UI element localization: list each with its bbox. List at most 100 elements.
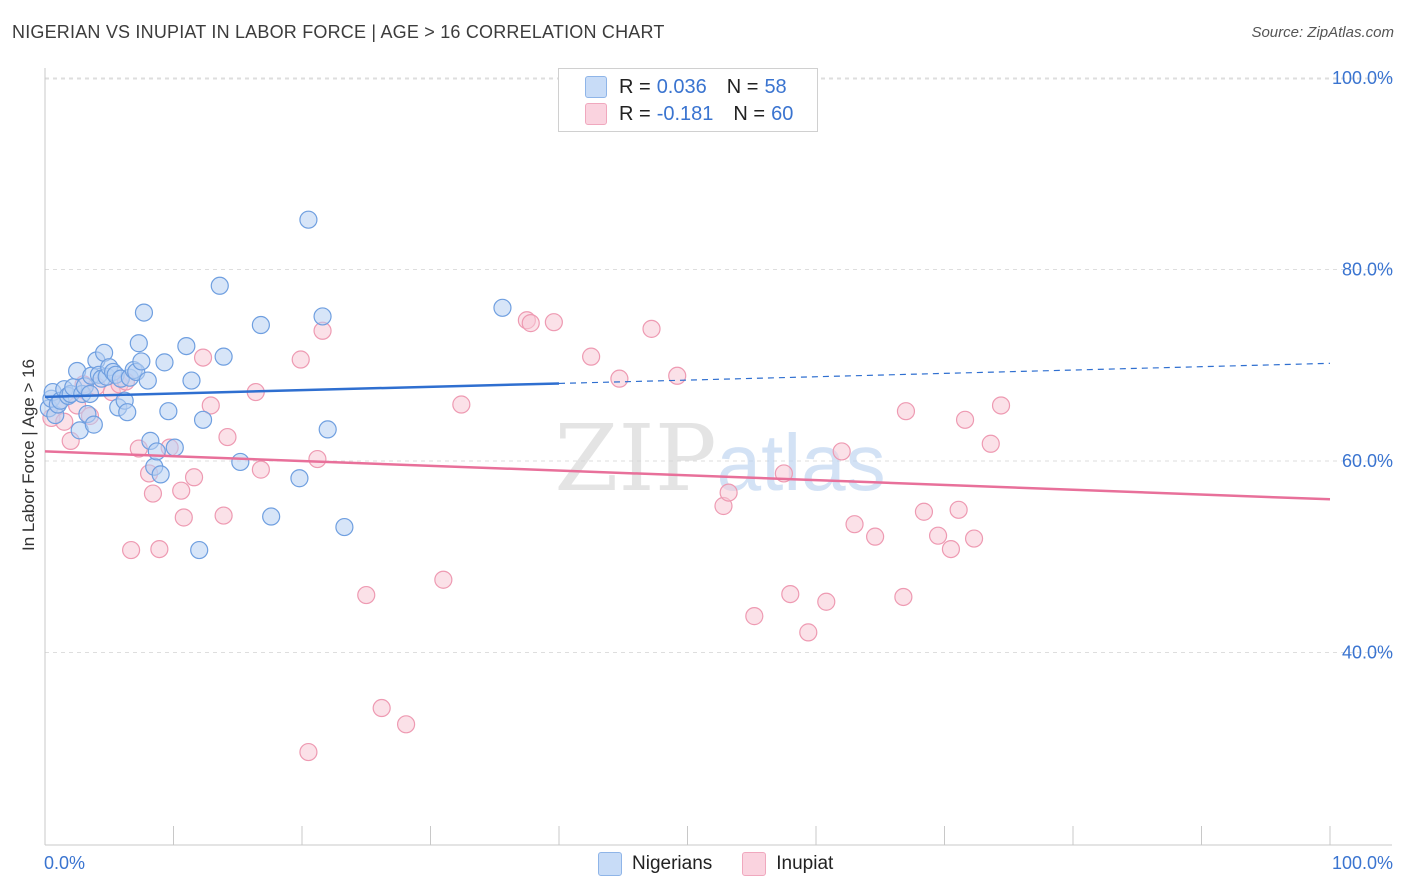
inupiat-point bbox=[172, 481, 191, 500]
inupiat-point bbox=[991, 396, 1011, 415]
inupiat-point bbox=[452, 395, 471, 414]
inupiat-point bbox=[291, 350, 310, 369]
nigerians-point bbox=[132, 352, 151, 371]
r-label: R = bbox=[619, 75, 651, 98]
inupiat-point bbox=[193, 348, 213, 367]
inupiat-point bbox=[218, 427, 237, 447]
inupiat-point bbox=[299, 742, 318, 762]
inupiat-point bbox=[949, 500, 968, 519]
axis-labels: 40.0% 60.0% 80.0% 100.0% 0.0% 100.0% bbox=[44, 68, 1393, 873]
inupiat-point bbox=[357, 585, 376, 605]
inupiat-point bbox=[832, 442, 851, 461]
axes bbox=[44, 68, 1392, 846]
nigerians-point bbox=[165, 438, 184, 457]
nigerians-point bbox=[177, 337, 196, 356]
nigerians-point bbox=[151, 465, 170, 484]
legend-label: Inupiat bbox=[776, 853, 834, 874]
nigerians-point bbox=[262, 507, 281, 526]
x-tick-label: 0.0% bbox=[44, 853, 85, 873]
nigerians-point bbox=[84, 415, 103, 434]
nigerians-point bbox=[251, 315, 270, 335]
r-value: -0.181 bbox=[656, 102, 714, 125]
legend-swatch-pink bbox=[742, 852, 767, 876]
nigerians-point bbox=[318, 420, 337, 439]
inupiat-point bbox=[955, 410, 975, 429]
chart-title: NIGERIAN VS INUPIAT IN LABOR FORCE | AGE… bbox=[12, 22, 665, 42]
inupiat-point bbox=[642, 319, 661, 338]
nigerians-point bbox=[313, 307, 332, 326]
nigerians-point bbox=[335, 517, 354, 537]
nigerians-point bbox=[138, 371, 157, 390]
inupiat-trend-line bbox=[44, 450, 1331, 501]
watermark: ZIPatlas bbox=[554, 405, 885, 512]
n-label: N = bbox=[733, 102, 766, 125]
legend-swatch-blue bbox=[598, 852, 622, 876]
trend-lines bbox=[44, 362, 1331, 501]
inupiat-point bbox=[201, 396, 220, 415]
legend-item-nigerians: Nigerians bbox=[598, 852, 712, 876]
y-tick-label: 100.0% bbox=[1332, 68, 1393, 88]
nigerians-point bbox=[210, 276, 229, 295]
inupiat-point bbox=[582, 347, 601, 366]
legend-item-inupiat: Inupiat bbox=[742, 852, 833, 876]
legend-swatch-pink bbox=[585, 103, 607, 125]
inupiat-point bbox=[121, 540, 141, 560]
nigerians-trend-extension bbox=[558, 362, 1331, 385]
r-value: 0.036 bbox=[656, 75, 707, 98]
nigerians-point bbox=[231, 452, 250, 472]
nigerians-point bbox=[159, 402, 178, 421]
nigerians-point bbox=[80, 384, 100, 404]
inupiat-point bbox=[866, 527, 885, 546]
inupiat-point bbox=[372, 698, 391, 718]
inupiat-point bbox=[396, 715, 416, 734]
inupiat-point bbox=[894, 587, 913, 607]
inupiat-point bbox=[521, 314, 540, 333]
source-label: Source: ZipAtlas.com bbox=[1251, 24, 1394, 41]
nigerians-point bbox=[129, 334, 148, 353]
inupiat-point bbox=[817, 592, 836, 611]
nigerians-point bbox=[155, 353, 174, 372]
inupiat-point bbox=[941, 539, 961, 559]
inupiat-point bbox=[150, 539, 169, 559]
nigerians-point bbox=[190, 540, 209, 560]
inupiat-point bbox=[251, 460, 270, 479]
inupiat-point bbox=[928, 526, 948, 545]
nigerians-point bbox=[214, 347, 233, 366]
inupiat-point bbox=[845, 515, 864, 534]
grid-lines bbox=[45, 77, 1392, 653]
inupiat-point bbox=[668, 366, 687, 385]
y-axis-label: In Labor Force | Age > 16 bbox=[19, 359, 38, 551]
inupiat-point bbox=[781, 584, 800, 604]
inupiat-point bbox=[964, 529, 984, 548]
y-tick-label: 60.0% bbox=[1342, 451, 1393, 471]
inupiat-point bbox=[214, 506, 233, 525]
inupiat-point bbox=[981, 434, 1000, 453]
inupiat-point bbox=[544, 313, 563, 332]
correlation-legend: R = 0.036 N = 58 R = -0.181 N = 60 bbox=[558, 68, 818, 132]
nigerians-point bbox=[493, 298, 512, 317]
inupiat-point bbox=[719, 483, 738, 502]
n-label: N = bbox=[726, 75, 759, 98]
inupiat-point bbox=[914, 502, 934, 521]
inupiat-point bbox=[799, 623, 818, 642]
inupiat-point bbox=[610, 369, 629, 388]
y-tick-label: 80.0% bbox=[1342, 260, 1393, 280]
y-tick-label: 40.0% bbox=[1342, 643, 1393, 663]
n-value: 58 bbox=[764, 75, 787, 98]
nigerians-point bbox=[182, 371, 201, 390]
inupiat-point bbox=[434, 570, 453, 589]
x-tick-label: 100.0% bbox=[1332, 853, 1393, 873]
inupiat-point bbox=[143, 484, 163, 503]
legend-row-inupiat: R = -0.181 N = 60 bbox=[585, 102, 793, 126]
data-points bbox=[39, 210, 1011, 762]
legend-label: Nigerians bbox=[632, 853, 713, 874]
nigerians-point bbox=[118, 403, 137, 422]
legend-row-nigerians: R = 0.036 N = 58 bbox=[585, 75, 787, 99]
nigerians-point bbox=[299, 210, 318, 229]
r-label: R = bbox=[619, 102, 651, 125]
n-value: 60 bbox=[771, 102, 794, 125]
inupiat-point bbox=[184, 468, 204, 487]
inupiat-point bbox=[745, 607, 764, 626]
inupiat-point bbox=[308, 449, 327, 469]
nigerians-point bbox=[147, 442, 166, 461]
